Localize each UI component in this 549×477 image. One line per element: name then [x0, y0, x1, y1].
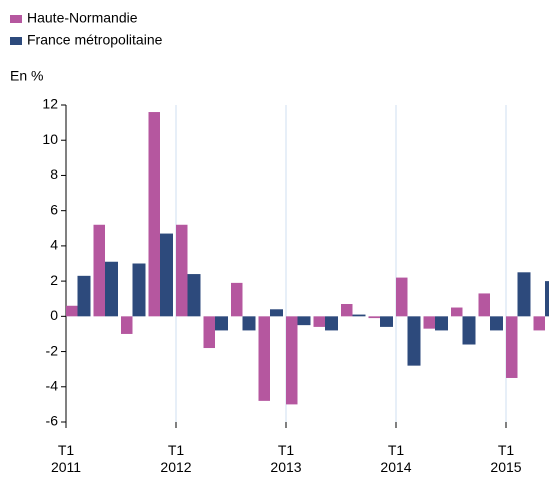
bar: [132, 263, 146, 317]
y-tick-label: 0: [50, 307, 58, 323]
y-tick-label: -6: [46, 413, 59, 429]
bar: [451, 307, 463, 317]
bar: [352, 314, 366, 317]
bar: [462, 316, 476, 345]
x-tick-label: T1 2015: [490, 442, 522, 475]
x-tick-label: T1 2013: [270, 442, 302, 475]
bar: [66, 305, 78, 317]
bar: [242, 316, 256, 331]
y-tick-label: 10: [42, 131, 58, 147]
y-axis-label: En %: [10, 68, 43, 84]
bar: [380, 316, 393, 327]
bar: [533, 316, 545, 331]
legend-swatch: [10, 37, 22, 45]
bar: [545, 281, 549, 317]
bar: [93, 224, 105, 317]
x-tick-label: T1 2011: [50, 442, 82, 475]
y-tick-label: -4: [46, 377, 59, 393]
bar: [160, 233, 173, 317]
bar: [368, 316, 380, 319]
bar: [215, 316, 228, 331]
legend-label: Haute-Normandie: [27, 10, 138, 26]
bar: [517, 272, 531, 317]
bar: [77, 275, 91, 317]
legend-swatch: [10, 15, 22, 23]
x-tick-label: T1 2014: [380, 442, 412, 475]
bar: [258, 316, 270, 401]
y-tick-label: 2: [50, 272, 58, 288]
bar: [203, 316, 215, 349]
bar: [396, 277, 408, 317]
y-tick-label: -2: [46, 342, 59, 358]
bar: [325, 316, 338, 331]
bar: [297, 316, 311, 326]
bar: [478, 293, 490, 317]
bar: [506, 316, 518, 378]
bar: [270, 309, 283, 317]
y-tick-label: 8: [50, 166, 58, 182]
bar: [423, 316, 435, 329]
bar: [148, 112, 160, 317]
bar: [121, 316, 133, 334]
bar: [313, 316, 325, 327]
y-tick-label: 12: [42, 96, 58, 112]
x-tick-label: T1 2012: [160, 442, 192, 475]
legend-label: France métropolitaine: [27, 32, 163, 48]
bar: [435, 316, 448, 331]
bar: [341, 304, 353, 317]
bar: [490, 316, 503, 331]
bar: [231, 282, 243, 317]
bar: [286, 316, 298, 405]
y-tick-label: 4: [50, 237, 58, 253]
y-tick-label: 6: [50, 201, 58, 217]
bar: [105, 261, 118, 317]
bar: [407, 316, 421, 366]
bar: [176, 224, 188, 317]
bar: [187, 274, 201, 317]
